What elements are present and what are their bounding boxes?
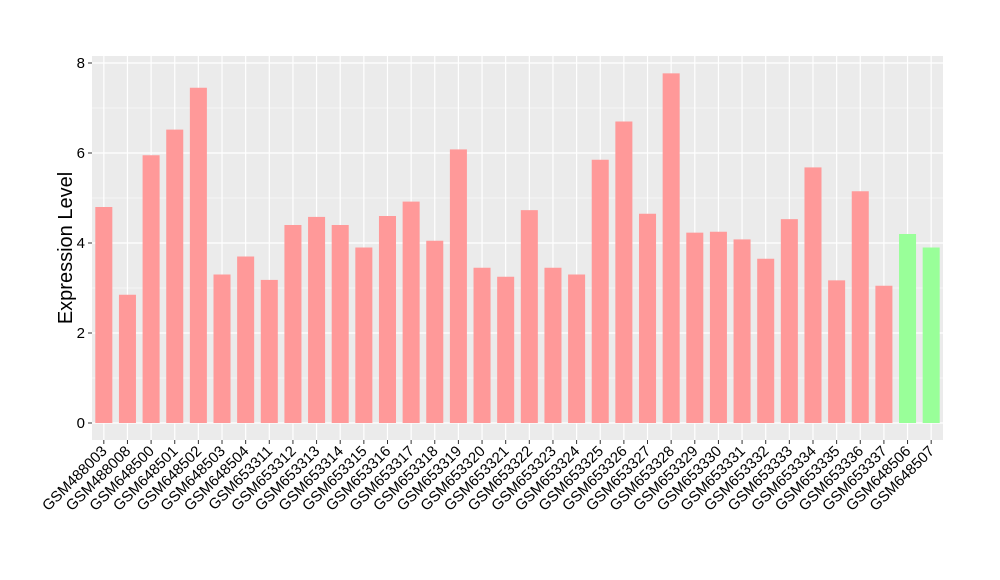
bar-GSM653321 — [497, 276, 515, 423]
bar-GSM653331 — [733, 239, 751, 423]
bar-GSM653312 — [284, 225, 302, 423]
bar-GSM653336 — [851, 191, 869, 423]
bar-GSM653330 — [709, 231, 727, 423]
bar-GSM648503 — [213, 274, 231, 423]
bar-GSM653318 — [426, 240, 444, 423]
bar-GSM653326 — [615, 121, 633, 423]
bar-GSM653320 — [473, 267, 491, 423]
y-axis-title: Expression Level — [55, 172, 77, 324]
bar-GSM653334 — [804, 167, 822, 423]
bar-GSM653327 — [639, 213, 657, 423]
bar-GSM488008 — [118, 294, 136, 423]
bar-GSM653337 — [875, 285, 893, 423]
bar-GSM648507 — [922, 247, 940, 423]
bar-GSM648506 — [899, 234, 917, 423]
bar-GSM653314 — [331, 225, 349, 423]
bar-GSM648504 — [237, 256, 255, 423]
x-axis: GSM488003GSM488008GSM648500GSM648501GSM6… — [39, 440, 938, 514]
bar-GSM648501 — [166, 129, 184, 423]
plot-panel — [92, 56, 943, 440]
bars — [95, 73, 940, 423]
bar-GSM653329 — [686, 232, 704, 423]
bar-GSM653324 — [568, 274, 586, 423]
y-tick-label: 6 — [77, 145, 85, 162]
bar-GSM653316 — [378, 216, 396, 423]
y-axis: 0 2 4 6 8 — [77, 55, 92, 432]
bar-GSM653328 — [662, 73, 680, 423]
bar-GSM653335 — [828, 280, 846, 423]
bar-GSM653322 — [520, 210, 538, 423]
bar-GSM653332 — [757, 258, 775, 423]
bar-GSM653313 — [308, 216, 326, 423]
bar-GSM653333 — [780, 219, 798, 423]
bar-GSM648502 — [189, 87, 207, 423]
bar-GSM488003 — [95, 207, 113, 423]
bar-GSM648500 — [142, 155, 160, 423]
bar-GSM653311 — [260, 279, 278, 423]
y-tick-label: 2 — [77, 325, 85, 342]
bar-GSM653315 — [355, 247, 373, 423]
bar-GSM653319 — [449, 149, 467, 423]
bar-GSM653325 — [591, 159, 609, 423]
bar-GSM653323 — [544, 267, 562, 423]
y-tick-label: 8 — [77, 55, 85, 72]
y-tick-label: 0 — [77, 415, 85, 432]
y-tick-label: 4 — [77, 235, 85, 252]
bar-GSM653317 — [402, 201, 420, 423]
